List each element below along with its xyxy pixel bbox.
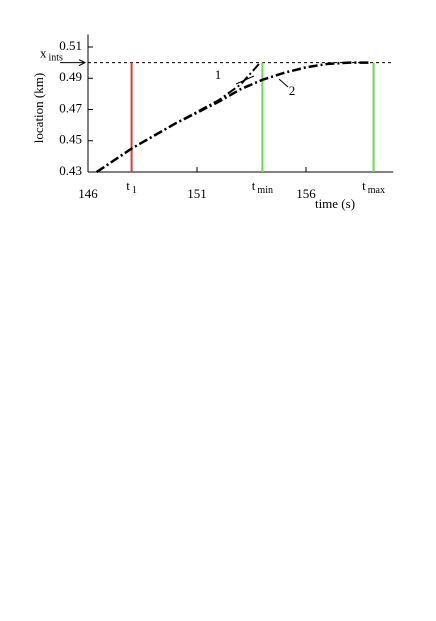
label-main: t [252, 178, 256, 193]
y-tick-label: 0.43 [59, 163, 82, 178]
series-line [96, 61, 372, 174]
series-label: 1 [215, 67, 222, 82]
arrow [278, 78, 289, 88]
y-tick-label: 0.49 [59, 69, 82, 84]
x-axis-label: time (s) [315, 196, 355, 211]
annotation-label: t min [252, 178, 273, 196]
label-sub: min [257, 185, 273, 196]
label-sub: max [368, 185, 385, 196]
y-tick-label: 0.51 [59, 38, 82, 53]
label-main: t [126, 178, 130, 193]
y-tick-label: 0.45 [59, 132, 82, 147]
label-sub: ints [49, 53, 64, 64]
annotation-label: x ints [40, 46, 63, 64]
series-label: 2 [289, 83, 296, 98]
annotation-label: t max [362, 178, 385, 196]
y-tick-label: 0.47 [59, 100, 82, 115]
label-main: t [362, 178, 366, 193]
x-tick-label: 151 [187, 186, 207, 201]
label-sub: 1 [132, 185, 137, 196]
arrow [235, 75, 255, 85]
y-axis-label: location (km) [31, 73, 46, 143]
arrow [60, 59, 87, 67]
x-tick-label: 146 [78, 186, 98, 201]
label-main: x [40, 46, 47, 61]
x-tick-label: 156 [296, 186, 316, 201]
